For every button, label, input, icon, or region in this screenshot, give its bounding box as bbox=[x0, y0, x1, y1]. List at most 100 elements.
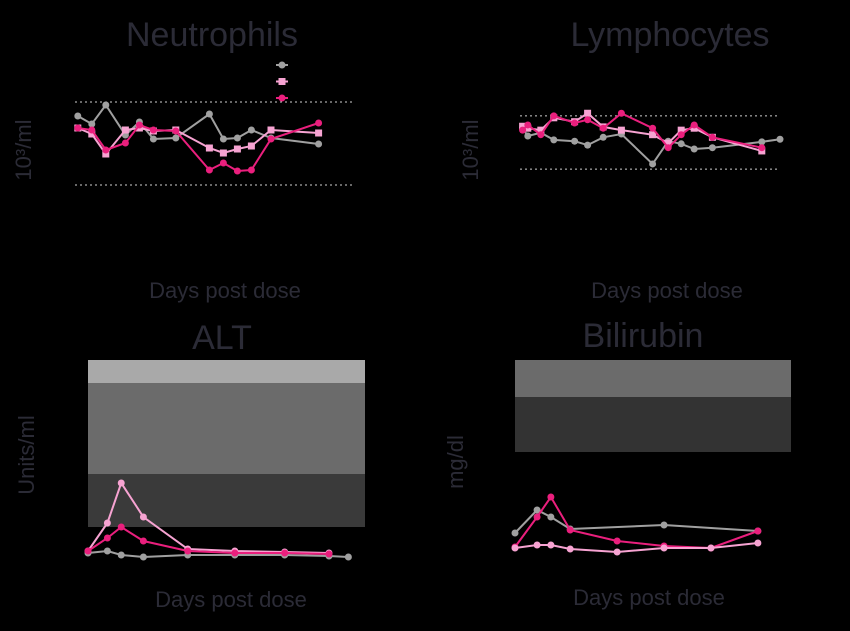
point bbox=[677, 140, 685, 148]
point bbox=[708, 144, 716, 152]
point bbox=[524, 132, 532, 140]
reference-band bbox=[88, 383, 365, 474]
point bbox=[664, 139, 672, 147]
point bbox=[511, 529, 519, 537]
point bbox=[172, 127, 180, 135]
point bbox=[205, 166, 213, 174]
point bbox=[149, 135, 157, 143]
point bbox=[613, 548, 621, 556]
point bbox=[139, 513, 147, 521]
point bbox=[219, 159, 227, 167]
point bbox=[231, 549, 239, 557]
x-axis-label: Days post dose bbox=[149, 278, 301, 303]
point bbox=[315, 119, 323, 127]
point bbox=[550, 112, 558, 120]
point bbox=[754, 527, 762, 535]
series-line bbox=[514, 508, 758, 534]
point bbox=[325, 550, 333, 558]
point bbox=[88, 126, 96, 134]
point bbox=[117, 523, 125, 531]
point bbox=[660, 544, 668, 552]
point bbox=[184, 547, 192, 555]
y-axis-label: Units/ml bbox=[14, 415, 39, 494]
series-line bbox=[77, 103, 319, 145]
point bbox=[571, 119, 579, 127]
point bbox=[524, 121, 532, 129]
point bbox=[707, 544, 715, 552]
point bbox=[135, 121, 143, 129]
point bbox=[660, 521, 668, 529]
series-line bbox=[87, 480, 330, 554]
point bbox=[117, 551, 125, 559]
point bbox=[613, 537, 621, 545]
point bbox=[205, 144, 213, 152]
point bbox=[519, 122, 527, 130]
point bbox=[533, 506, 541, 514]
point bbox=[617, 126, 625, 134]
legend-marker bbox=[278, 94, 286, 102]
point bbox=[571, 137, 579, 145]
point bbox=[758, 144, 766, 152]
point bbox=[219, 135, 227, 143]
point bbox=[566, 526, 574, 534]
x-axis-label: Days post dose bbox=[591, 278, 743, 303]
reference-band bbox=[515, 397, 791, 452]
reference-band bbox=[88, 360, 365, 383]
point bbox=[649, 124, 657, 132]
point bbox=[758, 138, 766, 146]
point bbox=[102, 101, 110, 109]
point bbox=[677, 131, 685, 139]
point bbox=[511, 544, 519, 552]
point bbox=[233, 145, 241, 153]
point bbox=[233, 134, 241, 142]
point bbox=[617, 109, 625, 117]
point bbox=[315, 129, 323, 137]
point bbox=[599, 133, 607, 141]
point bbox=[533, 513, 541, 521]
reference-band bbox=[515, 360, 791, 397]
point bbox=[537, 131, 545, 139]
series-line bbox=[514, 495, 759, 550]
point bbox=[690, 121, 698, 129]
point bbox=[584, 141, 592, 149]
point bbox=[267, 135, 275, 143]
point bbox=[149, 126, 157, 134]
reference-band bbox=[88, 474, 365, 527]
point bbox=[649, 131, 657, 139]
y-axis-label: mg/dl bbox=[443, 435, 468, 489]
point bbox=[533, 541, 541, 549]
point bbox=[121, 139, 129, 147]
point bbox=[547, 493, 555, 501]
point bbox=[247, 126, 255, 134]
point bbox=[315, 140, 323, 148]
point bbox=[74, 124, 82, 132]
legend-marker bbox=[278, 78, 286, 85]
series-line bbox=[77, 126, 319, 156]
point bbox=[219, 149, 227, 157]
point bbox=[121, 126, 129, 134]
legend-marker bbox=[278, 61, 286, 69]
point bbox=[690, 145, 698, 153]
y-axis-label: 10³/ml bbox=[11, 119, 36, 180]
point bbox=[267, 126, 275, 134]
point bbox=[344, 553, 352, 561]
point bbox=[519, 126, 527, 134]
point bbox=[664, 144, 672, 152]
chart-title: Lymphocytes bbox=[570, 16, 769, 54]
point bbox=[708, 133, 716, 141]
point bbox=[566, 545, 574, 553]
point bbox=[547, 541, 555, 549]
point bbox=[102, 146, 110, 154]
point bbox=[247, 142, 255, 150]
chart-title: Neutrophils bbox=[126, 16, 298, 54]
point bbox=[102, 150, 110, 158]
x-axis-label: Days post dose bbox=[155, 587, 307, 612]
point bbox=[84, 547, 92, 555]
point bbox=[103, 534, 111, 542]
point bbox=[677, 126, 685, 134]
point bbox=[172, 134, 180, 142]
point bbox=[776, 135, 784, 143]
x-axis-label: Days post dose bbox=[573, 585, 725, 610]
point bbox=[103, 519, 111, 527]
point bbox=[550, 136, 558, 144]
